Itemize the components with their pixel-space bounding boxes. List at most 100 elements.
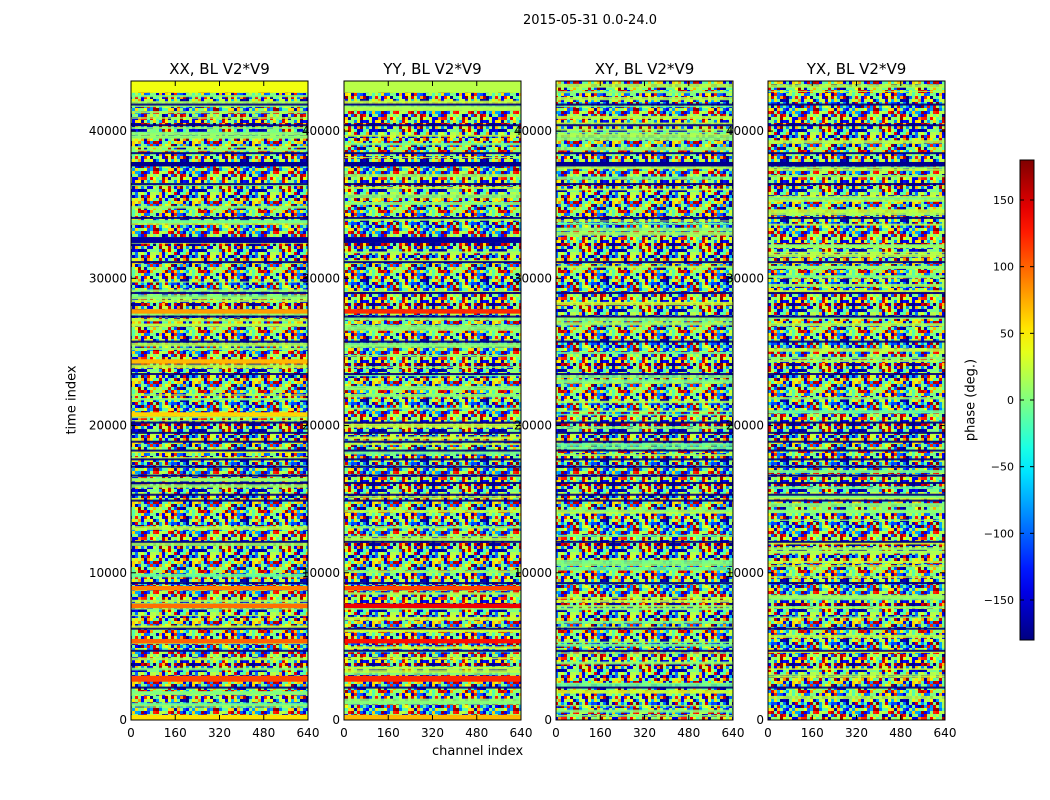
stripe bbox=[556, 220, 733, 222]
stripe bbox=[131, 397, 308, 400]
x-tick-label: 0 bbox=[552, 726, 560, 740]
stripe bbox=[768, 411, 945, 414]
y-tick-label: 0 bbox=[119, 713, 127, 727]
stripe bbox=[556, 231, 733, 236]
x-tick-label: 160 bbox=[377, 726, 400, 740]
x-tick-label: 320 bbox=[208, 726, 231, 740]
stripe bbox=[131, 364, 308, 369]
stripe bbox=[556, 443, 733, 446]
stripe bbox=[768, 209, 945, 213]
x-tick-label: 160 bbox=[164, 726, 187, 740]
panel-title: XX, BL V2*V9 bbox=[169, 60, 270, 78]
dark-line bbox=[131, 124, 308, 127]
stripe bbox=[344, 201, 521, 205]
dark-line bbox=[344, 315, 521, 318]
stripe bbox=[768, 519, 945, 521]
stripe bbox=[344, 290, 521, 293]
dark-line bbox=[768, 499, 945, 502]
dark-line bbox=[768, 493, 945, 496]
stripe bbox=[131, 394, 308, 396]
stripe bbox=[556, 566, 733, 571]
dark-line bbox=[556, 152, 733, 155]
dark-line bbox=[556, 183, 733, 186]
stripe bbox=[556, 317, 733, 322]
stripe bbox=[344, 646, 521, 649]
dark-line bbox=[556, 292, 733, 295]
dark-line bbox=[768, 421, 945, 424]
stripe bbox=[768, 195, 945, 198]
dark-line bbox=[344, 183, 521, 186]
phase-band bbox=[344, 586, 521, 591]
dark-line bbox=[344, 627, 521, 630]
phase-band bbox=[768, 161, 945, 167]
stripe bbox=[768, 675, 945, 678]
dark-line bbox=[131, 216, 308, 219]
colorbar: −150 −100 −50 0 50 100 150 bbox=[984, 159, 1035, 641]
stripe bbox=[768, 255, 945, 258]
colorbar-tick-label: 50 bbox=[1000, 327, 1014, 340]
stripe bbox=[768, 197, 945, 200]
phase-band bbox=[344, 309, 521, 314]
stripe bbox=[344, 608, 521, 610]
x-tick-label: 160 bbox=[801, 726, 824, 740]
stripe bbox=[556, 620, 733, 624]
stripe bbox=[556, 599, 733, 603]
x-tick-label: 640 bbox=[297, 726, 320, 740]
stripe bbox=[556, 413, 733, 416]
phase-band bbox=[344, 237, 521, 243]
x-tick-label: 0 bbox=[340, 726, 348, 740]
x-tick-label: 480 bbox=[252, 726, 275, 740]
stripe bbox=[768, 565, 945, 567]
stripe bbox=[131, 667, 308, 671]
stripe bbox=[768, 359, 945, 363]
stripe bbox=[344, 104, 521, 108]
dark-line bbox=[556, 449, 733, 452]
stripe bbox=[768, 509, 945, 514]
dark-line bbox=[768, 183, 945, 186]
stripe bbox=[768, 634, 945, 638]
dark-line bbox=[556, 499, 733, 502]
dark-line bbox=[344, 465, 521, 468]
dark-line bbox=[131, 440, 308, 443]
dark-line bbox=[556, 474, 733, 477]
stripe bbox=[131, 149, 308, 152]
stripe bbox=[768, 168, 945, 171]
dark-line bbox=[768, 261, 945, 264]
dark-line bbox=[344, 421, 521, 424]
stripe bbox=[344, 218, 521, 221]
stripe bbox=[131, 706, 308, 708]
stripe bbox=[344, 571, 521, 573]
dark-line bbox=[344, 449, 521, 452]
y-tick-label: 40000 bbox=[89, 124, 127, 138]
dark-line bbox=[768, 465, 945, 468]
x-tick-label: 480 bbox=[889, 726, 912, 740]
stripe bbox=[131, 297, 308, 299]
dark-line bbox=[556, 481, 733, 484]
dark-line bbox=[344, 540, 521, 543]
stripe bbox=[768, 397, 945, 400]
dark-line bbox=[556, 431, 733, 434]
stripe bbox=[768, 84, 945, 88]
stripe bbox=[768, 616, 945, 618]
y-tick-label: 30000 bbox=[726, 271, 764, 285]
x-tick-label: 0 bbox=[127, 726, 135, 740]
dark-line bbox=[344, 103, 521, 106]
y-tick-label: 0 bbox=[756, 713, 764, 727]
dark-line bbox=[556, 421, 733, 424]
dark-line bbox=[131, 183, 308, 186]
y-tick-label: 30000 bbox=[514, 271, 552, 285]
y-tick-label: 40000 bbox=[726, 124, 764, 138]
stripe bbox=[344, 616, 521, 621]
stripe bbox=[131, 289, 308, 292]
stripe bbox=[556, 131, 733, 134]
y-tick-label: 40000 bbox=[514, 124, 552, 138]
stripe bbox=[131, 111, 308, 114]
x-tick-label: 480 bbox=[465, 726, 488, 740]
stripe bbox=[768, 290, 945, 293]
stripe bbox=[344, 443, 521, 446]
stripe bbox=[556, 322, 733, 326]
stripe bbox=[556, 97, 733, 101]
dark-line bbox=[344, 261, 521, 264]
stripe bbox=[344, 393, 521, 398]
